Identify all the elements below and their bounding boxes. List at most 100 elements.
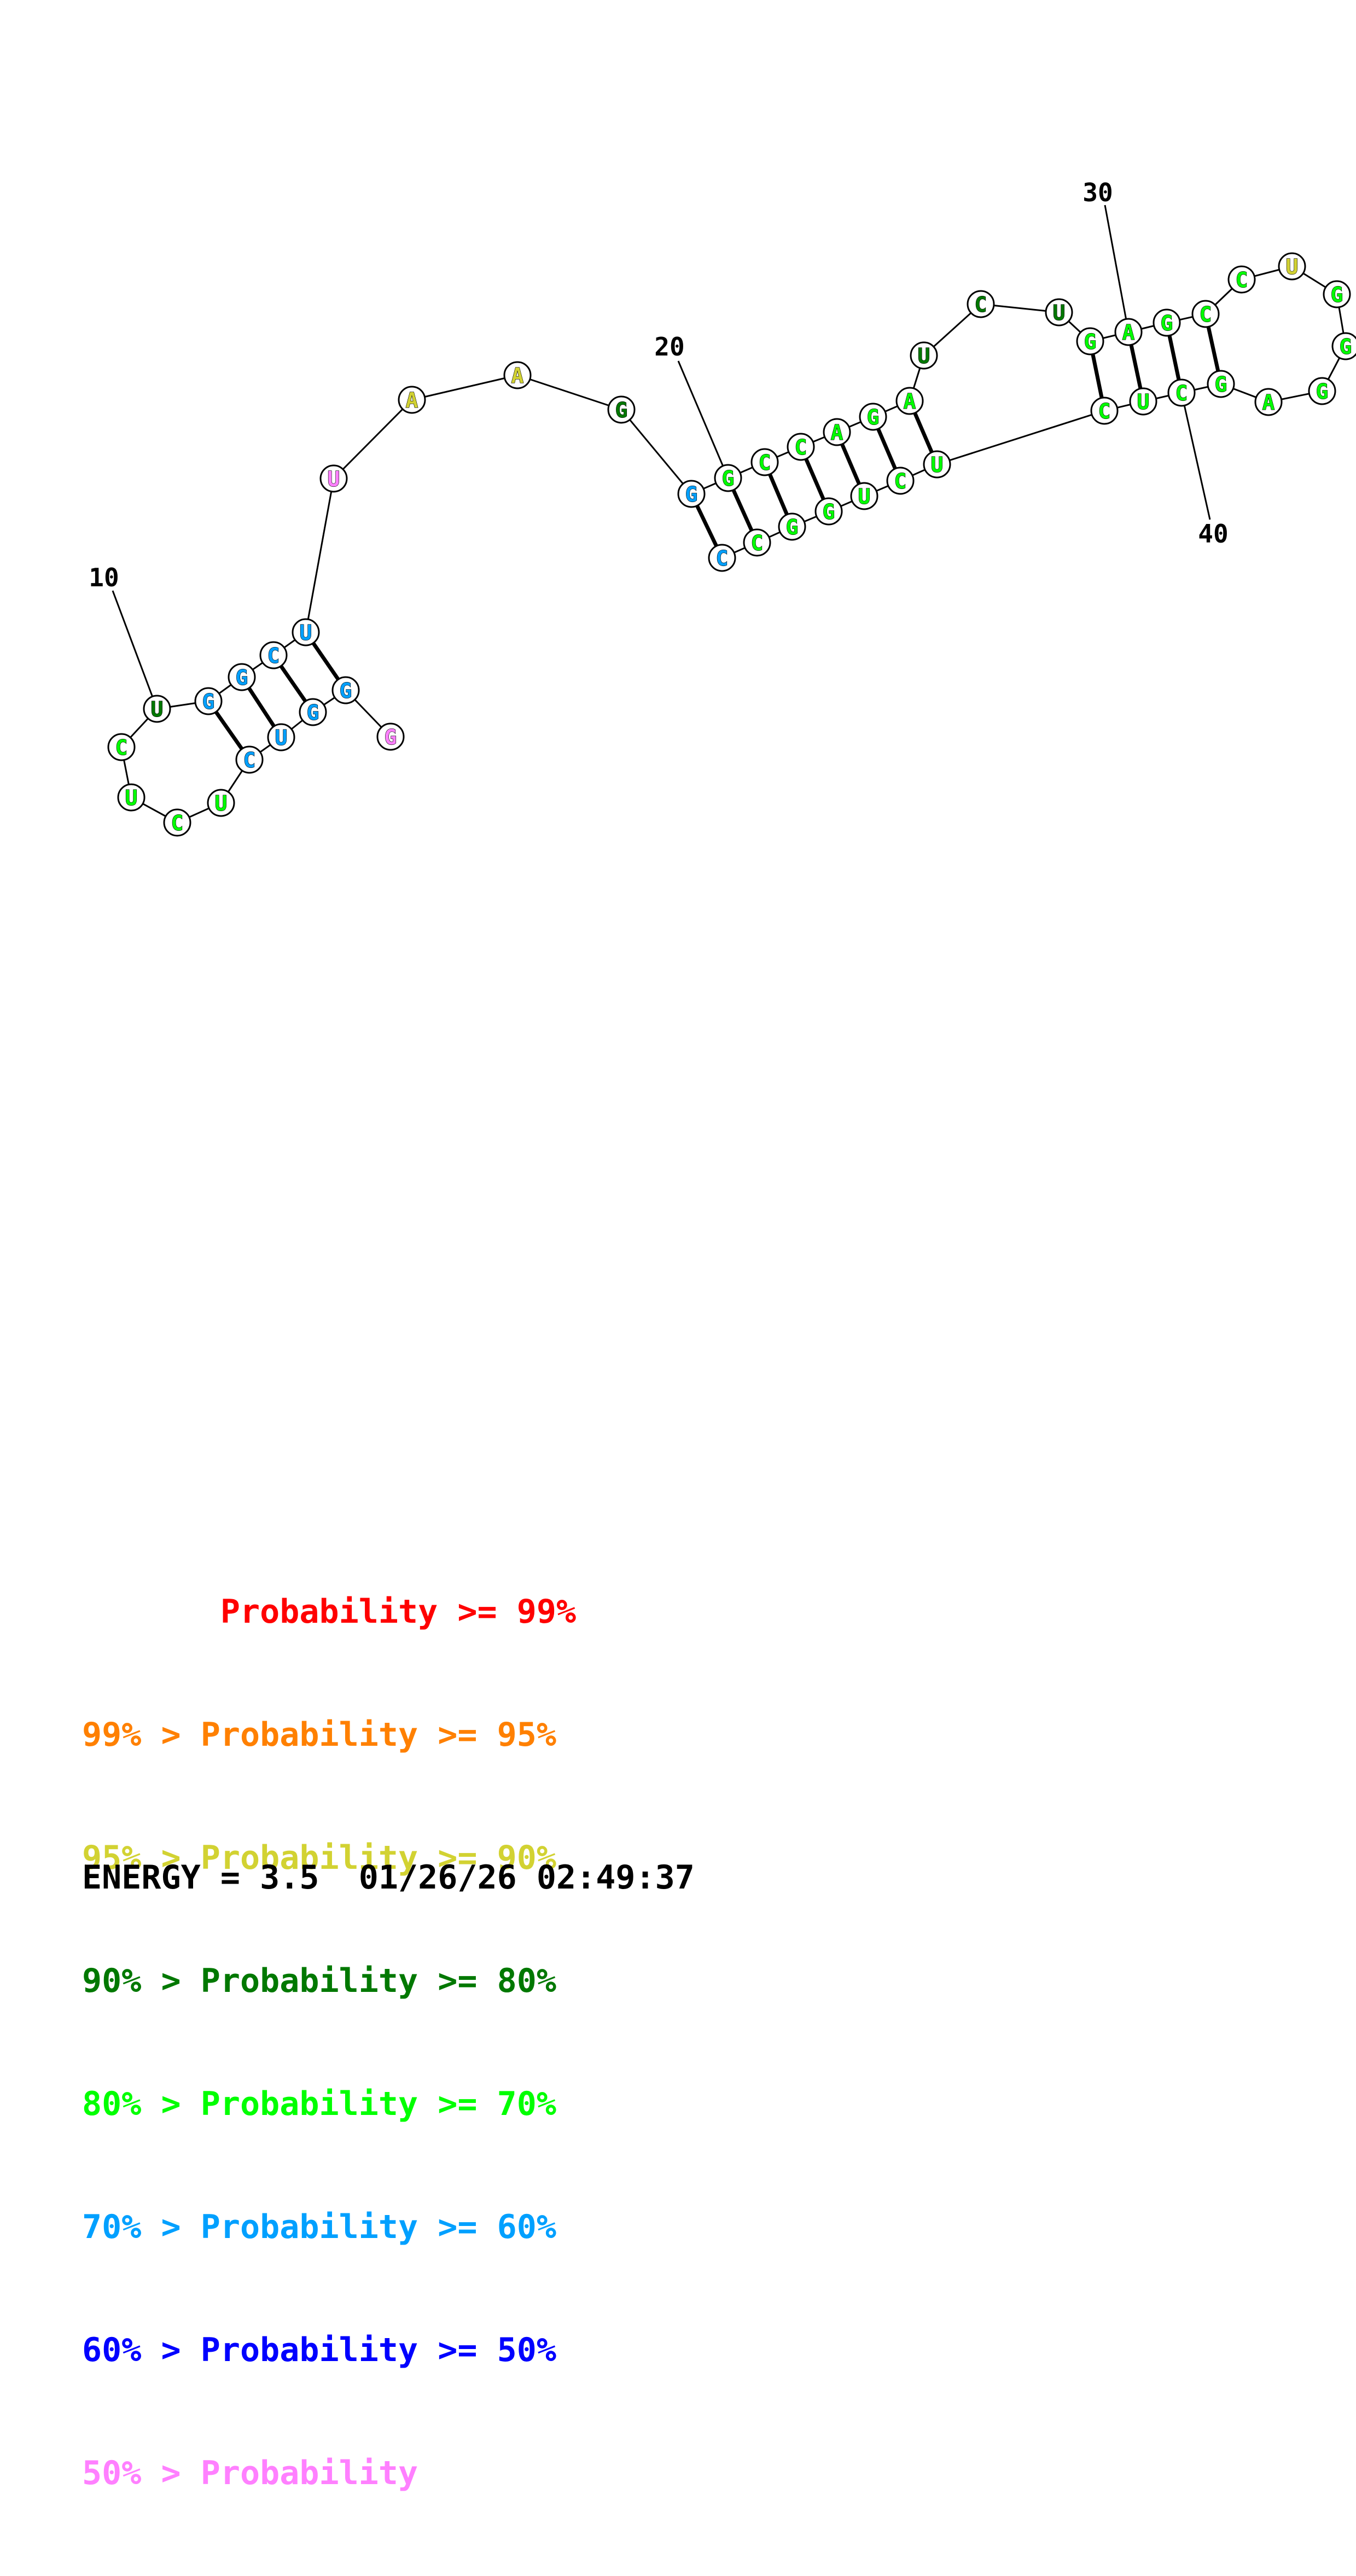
base-pair-bond <box>840 443 861 485</box>
nucleotide-46: G <box>814 497 843 526</box>
nucleotide-35: G <box>1323 280 1351 308</box>
nucleotide-letter: G <box>1340 335 1352 359</box>
nucleotide-letter: G <box>685 482 698 506</box>
nucleotide-circle <box>886 467 915 495</box>
nucleotide-circle <box>895 387 924 415</box>
nucleotide-letter: C <box>171 811 184 835</box>
nucleotide-letter: G <box>722 467 735 491</box>
nucleotide-circle <box>1076 327 1104 355</box>
nucleotide-letter: C <box>1200 302 1212 327</box>
nucleotide-34: U <box>1278 252 1306 281</box>
nucleotide-2: G <box>331 676 360 704</box>
nucleotide-5: C <box>235 745 264 774</box>
nucleotide-9: C <box>107 733 136 761</box>
nucleotide-letter: G <box>340 679 352 703</box>
nucleotide-circle <box>194 687 223 715</box>
nucleotide-letter: C <box>115 736 128 760</box>
nucleotide-circle <box>299 698 327 726</box>
nucleotide-letter: C <box>1175 381 1188 405</box>
nucleotide-letter: G <box>615 398 628 422</box>
nucleotide-letter: C <box>894 469 907 493</box>
legend-row-p90: 95% > Probability >= 90% <box>82 1839 556 1877</box>
position-label: 30 <box>1083 178 1113 207</box>
nucleotide-letter: C <box>759 451 771 475</box>
backbone-segment <box>333 399 413 480</box>
nucleotide-30: A <box>1114 318 1143 346</box>
nucleotide-31: G <box>1153 308 1181 337</box>
base-pair-bond <box>731 489 754 532</box>
nucleotide-circle <box>228 663 256 691</box>
nucleotide-39: G <box>1207 370 1235 398</box>
nucleotide-16: A <box>398 386 426 414</box>
nucleotide-letter: G <box>236 666 248 690</box>
nucleotide-circle <box>267 723 295 751</box>
nucleotide-letter: G <box>385 725 397 749</box>
position-label-layer: 10 20 30 40 <box>89 178 1229 709</box>
nucleotide-42: C <box>1090 397 1119 425</box>
nucleotide-36: G <box>1331 332 1356 360</box>
base-pair-bond <box>279 665 307 703</box>
nucleotide-letter: A <box>904 389 916 413</box>
nucleotide-circle <box>607 395 636 424</box>
nucleotide-letter: U <box>918 344 930 368</box>
base-pair-bond <box>768 473 789 516</box>
nucleotide-letter: G <box>1161 311 1173 335</box>
nucleotide-letter: U <box>151 697 164 721</box>
base-pair-bond <box>1206 326 1220 372</box>
nucleotide-6: U <box>207 789 235 817</box>
nucleotide-circle <box>1045 298 1073 327</box>
legend-row-p50: 60% > Probability >= 50% <box>82 2331 556 2369</box>
nucleotide-37: G <box>1308 377 1336 405</box>
backbone-segment <box>936 410 1105 465</box>
base-pair-bond <box>247 687 276 727</box>
nucleotide-20: G <box>714 464 742 492</box>
nucleotide-circle <box>923 450 951 479</box>
position-label: 20 <box>654 332 684 362</box>
position-label-line <box>1180 392 1211 520</box>
nucleotide-letter: C <box>1098 399 1111 423</box>
nucleotide-letter: G <box>1084 330 1097 354</box>
base-pair-bond <box>214 710 244 750</box>
legend-row-plow: 50% > Probability <box>82 2454 418 2492</box>
nucleotide-circle <box>778 512 806 541</box>
nucleotide-circle <box>319 464 348 493</box>
nucleotide-circle <box>823 418 851 446</box>
nucleotide-circle <box>967 290 995 318</box>
nucleotide-circle <box>750 448 779 476</box>
legend-row-p80: 90% > Probability >= 80% <box>82 1962 556 2000</box>
base-pair-bond <box>1129 344 1143 389</box>
nucleotide-circle <box>259 641 288 669</box>
nucleotide-circle <box>1207 370 1235 398</box>
nucleotide-32: C <box>1191 300 1220 328</box>
nucleotide-letter: A <box>1122 320 1135 345</box>
nucleotide-3: G <box>299 698 327 726</box>
nucleotide-circle <box>743 528 771 557</box>
nucleotide-25: A <box>895 387 924 415</box>
nucleotide-circle <box>1114 318 1143 346</box>
nucleotide-13: C <box>259 641 288 669</box>
backbone-segment <box>305 478 335 633</box>
nucleotide-40: C <box>1167 378 1196 407</box>
legend-row-p60: 70% > Probability >= 60% <box>82 2208 556 2246</box>
nucleotide-circle <box>376 722 405 751</box>
nucleotide-44: C <box>886 467 915 495</box>
nucleotide-letter: G <box>202 690 215 714</box>
nucleotide-8: U <box>117 783 146 812</box>
nucleotide-circle <box>910 341 938 370</box>
nucleotide-11: G <box>194 687 223 715</box>
nucleotide-circle <box>235 745 264 774</box>
nucleotide-43: U <box>923 450 951 479</box>
nucleotide-letter: G <box>307 701 319 725</box>
nucleotide-circle <box>859 403 887 431</box>
nucleotide-circle <box>1129 387 1157 416</box>
nucleotide-48: C <box>743 528 771 557</box>
nucleotide-letter: G <box>1215 372 1227 397</box>
nucleotide-38: A <box>1254 388 1283 416</box>
nucleotide-letter: C <box>795 435 807 459</box>
nucleotide-letter: U <box>1286 255 1299 279</box>
nucleotide-45: U <box>850 482 878 510</box>
nucleotide-circle <box>163 808 191 837</box>
